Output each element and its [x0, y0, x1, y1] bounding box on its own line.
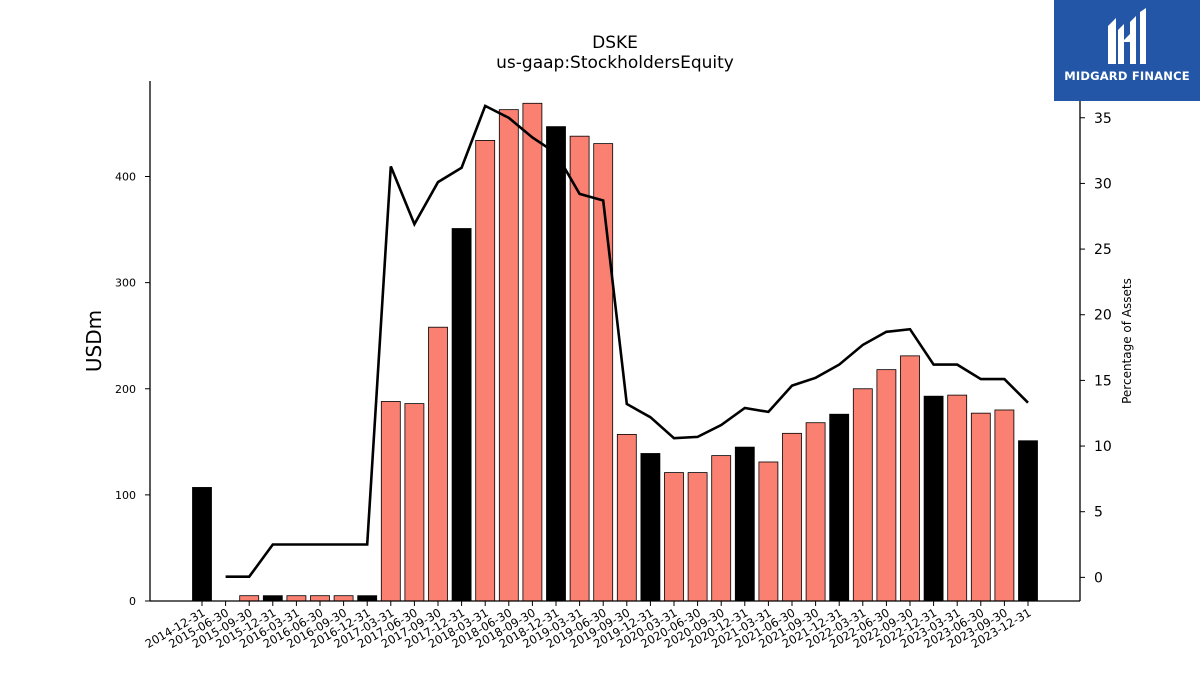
- bar: [1018, 440, 1038, 602]
- bar: [616, 433, 637, 602]
- y-axis-label: USDm: [82, 310, 106, 372]
- y2-tick-label: 35: [1094, 111, 1112, 127]
- bar: [475, 140, 496, 602]
- bar: [970, 412, 991, 602]
- bar: [782, 432, 802, 602]
- y2-tick-label: 25: [1094, 242, 1112, 258]
- bar: [498, 109, 519, 602]
- y2-tick-label: 30: [1094, 176, 1112, 192]
- y-tick-label: 300: [115, 277, 136, 290]
- y-tick-label: 200: [115, 383, 136, 396]
- bar: [593, 143, 614, 602]
- bar: [428, 326, 448, 602]
- bar: [687, 472, 708, 602]
- bar: [994, 409, 1015, 602]
- bar: [876, 369, 897, 602]
- bar: [262, 595, 283, 602]
- bar: [734, 446, 755, 602]
- chart-title: DSKE: [592, 33, 638, 53]
- y2-tick-label: 0: [1094, 570, 1103, 586]
- y2-tick-label: 5: [1094, 505, 1103, 521]
- bar: [805, 422, 826, 602]
- bar: [711, 455, 732, 602]
- y2-tick-label: 20: [1094, 308, 1112, 324]
- y-tick-label: 100: [115, 489, 136, 502]
- bar: [852, 388, 873, 602]
- bar: [758, 461, 779, 602]
- chart-title-block: DSKE us-gaap:StockholdersEquity: [150, 33, 1080, 73]
- bar: [333, 595, 354, 602]
- bar: [569, 135, 590, 602]
- bar: [900, 355, 920, 602]
- logo-text: MIDGARD FINANCE: [1064, 69, 1190, 83]
- logo-mark-icon: [1108, 8, 1146, 64]
- bar: [546, 126, 566, 602]
- equity-pct-line: [225, 104, 1029, 578]
- brand-logo: MIDGARD FINANCE: [1054, 0, 1200, 101]
- y2-tick-label: 15: [1094, 373, 1112, 389]
- y2-axis-label: Percentage of Assets: [1120, 278, 1134, 404]
- bar: [239, 595, 260, 602]
- bar: [923, 395, 944, 602]
- bar: [640, 453, 661, 602]
- bar: [310, 595, 330, 602]
- bar: [947, 394, 968, 602]
- bar: [357, 595, 378, 602]
- chart-subtitle: us-gaap:StockholdersEquity: [496, 53, 734, 73]
- bar: [380, 401, 401, 602]
- bar: [451, 228, 472, 602]
- y2-tick-label: 10: [1094, 439, 1112, 455]
- y-tick-label: 0: [129, 595, 136, 608]
- y-tick-label: 400: [115, 171, 136, 184]
- bar: [829, 413, 850, 602]
- bar: [192, 487, 212, 602]
- bar: [404, 403, 425, 602]
- bar: [286, 595, 307, 602]
- bar: [522, 102, 543, 602]
- bar: [664, 472, 684, 602]
